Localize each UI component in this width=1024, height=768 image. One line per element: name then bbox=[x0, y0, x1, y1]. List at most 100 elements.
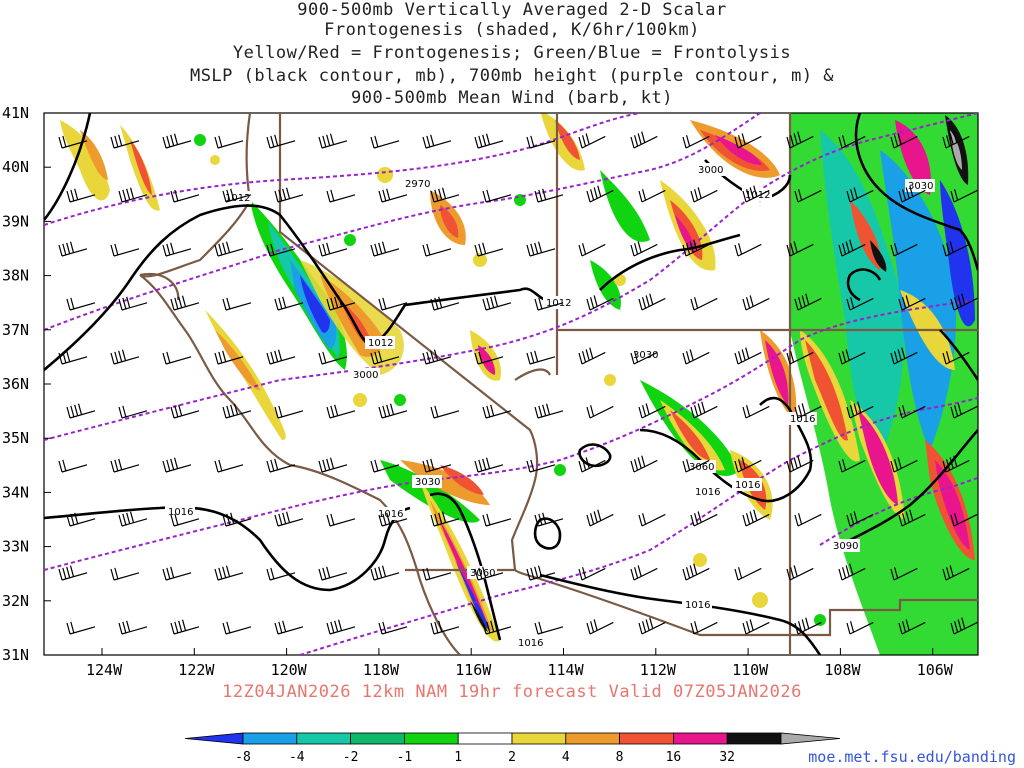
wind-barb bbox=[318, 133, 348, 149]
wind-barb bbox=[786, 455, 814, 473]
wind-barb bbox=[682, 563, 710, 581]
wind-barb bbox=[586, 185, 614, 203]
wind-barb bbox=[222, 403, 252, 419]
wind-barb bbox=[638, 189, 666, 203]
wind-barb bbox=[378, 403, 408, 419]
height-label: 3030 bbox=[905, 179, 935, 192]
mslp-label: 1016 bbox=[515, 636, 545, 649]
wind-barb bbox=[734, 243, 762, 257]
wind-barb bbox=[890, 133, 918, 149]
height-label: 3090 bbox=[830, 539, 860, 552]
colorbar-max-arrow bbox=[780, 732, 841, 745]
wind-barb bbox=[318, 242, 348, 257]
wind-barb bbox=[326, 189, 356, 203]
wind-barb bbox=[942, 351, 970, 365]
wind-barb bbox=[950, 403, 978, 419]
wind-barb bbox=[118, 511, 148, 527]
wind-barb bbox=[370, 135, 400, 149]
credit-link[interactable]: moe.met.fsu.edu/banding bbox=[808, 748, 1016, 766]
wind-barb bbox=[378, 512, 408, 527]
longitude-axis: 124W 122W 120W 118W 116W 114W 112W 110W 108W 106W bbox=[86, 648, 954, 679]
wind-barb bbox=[222, 621, 252, 635]
wind-barb bbox=[110, 134, 140, 149]
wind-barb bbox=[378, 188, 408, 203]
lat-tick-label: 33N bbox=[2, 538, 29, 556]
lon-tick-label: 108W bbox=[824, 661, 861, 679]
wind-barb bbox=[690, 187, 718, 203]
svg-text:3030: 3030 bbox=[415, 477, 440, 488]
svg-text:1016: 1016 bbox=[518, 638, 543, 649]
wind-barb bbox=[474, 133, 504, 149]
mslp-label: 1016 bbox=[732, 478, 762, 491]
height-label: 3000 bbox=[695, 163, 725, 176]
wind-barb bbox=[682, 239, 710, 257]
wind-barb bbox=[950, 617, 978, 635]
lat-tick-label: 35N bbox=[2, 429, 29, 447]
wind-barb bbox=[942, 455, 970, 473]
wind-barb bbox=[526, 350, 556, 365]
latitude-axis: 41N 40N 39N 38N 37N 36N 35N 34N 33N 32N 31N bbox=[2, 104, 51, 664]
wind-barb bbox=[274, 187, 304, 203]
wind-barb bbox=[474, 351, 504, 365]
wind-barb bbox=[734, 347, 762, 365]
svg-text:3000: 3000 bbox=[698, 165, 723, 176]
svg-text:3090: 3090 bbox=[833, 541, 858, 552]
wind-barb bbox=[578, 457, 606, 473]
wind-barb bbox=[950, 293, 978, 311]
wind-barb bbox=[630, 455, 658, 473]
wind-barb bbox=[942, 565, 970, 581]
lat-tick-label: 40N bbox=[2, 158, 29, 176]
colorbar-swatch bbox=[350, 732, 405, 745]
lat-tick-label: 36N bbox=[2, 375, 29, 393]
wind-barb bbox=[274, 620, 304, 635]
mslp-label: 1016 bbox=[165, 505, 195, 518]
colorbar-swatch bbox=[296, 732, 351, 745]
wind-barb bbox=[66, 512, 96, 527]
wind-barb bbox=[422, 349, 452, 365]
title-line-3: Yellow/Red = Frontogenesis; Green/Blue =… bbox=[232, 43, 792, 63]
wind-barb bbox=[422, 567, 452, 581]
lat-tick-label: 34N bbox=[2, 483, 29, 501]
height-label: 3060 bbox=[686, 460, 716, 473]
wind-barb bbox=[274, 511, 304, 527]
wind-barb bbox=[742, 295, 770, 311]
wind-barb bbox=[266, 134, 296, 149]
lon-tick-label: 120W bbox=[271, 661, 308, 679]
wind-barb bbox=[638, 617, 666, 635]
wind-barb bbox=[846, 401, 874, 419]
colorbar-tick-label: -4 bbox=[289, 750, 305, 765]
wind-barb bbox=[422, 243, 452, 257]
svg-text:1016: 1016 bbox=[735, 480, 760, 491]
wind-barb bbox=[482, 404, 512, 419]
wind-barb bbox=[526, 241, 556, 257]
mslp-label: 1016 bbox=[682, 598, 712, 611]
wind-barb bbox=[66, 621, 96, 635]
colorbar-tick-label: 4 bbox=[562, 750, 570, 765]
wind-barb bbox=[526, 459, 556, 473]
wind-barb bbox=[162, 457, 192, 473]
wind-barb bbox=[326, 619, 356, 635]
wind-barb bbox=[58, 565, 88, 581]
wind-barb bbox=[794, 293, 822, 311]
height-label: 3030 bbox=[630, 348, 660, 361]
wind-barb bbox=[846, 621, 874, 635]
colorbar-swatch bbox=[673, 732, 728, 745]
title-line-4: MSLP (black contour, mb), 700mb height (… bbox=[189, 66, 835, 86]
wind-barb bbox=[534, 621, 564, 635]
wind-barb bbox=[898, 185, 926, 203]
lon-tick-label: 124W bbox=[86, 661, 123, 679]
wind-barb bbox=[526, 135, 556, 149]
wind-barb bbox=[534, 188, 564, 203]
wind-barb bbox=[222, 512, 252, 527]
wind-barb bbox=[274, 405, 304, 419]
wind-barb bbox=[794, 189, 822, 203]
lon-tick-label: 116W bbox=[455, 661, 492, 679]
height-label: 2970 bbox=[402, 177, 432, 190]
title-line-2: Frontogenesis (shaded, K/6hr/100km) bbox=[324, 20, 700, 40]
colorbar-tick-label: 16 bbox=[666, 750, 682, 765]
mslp-label: 1016 bbox=[692, 485, 722, 498]
colorbar-tick-label: 2 bbox=[508, 750, 516, 765]
colorbar-min-arrow bbox=[184, 732, 244, 745]
svg-text:3060: 3060 bbox=[470, 568, 495, 579]
wind-barb bbox=[474, 457, 504, 473]
